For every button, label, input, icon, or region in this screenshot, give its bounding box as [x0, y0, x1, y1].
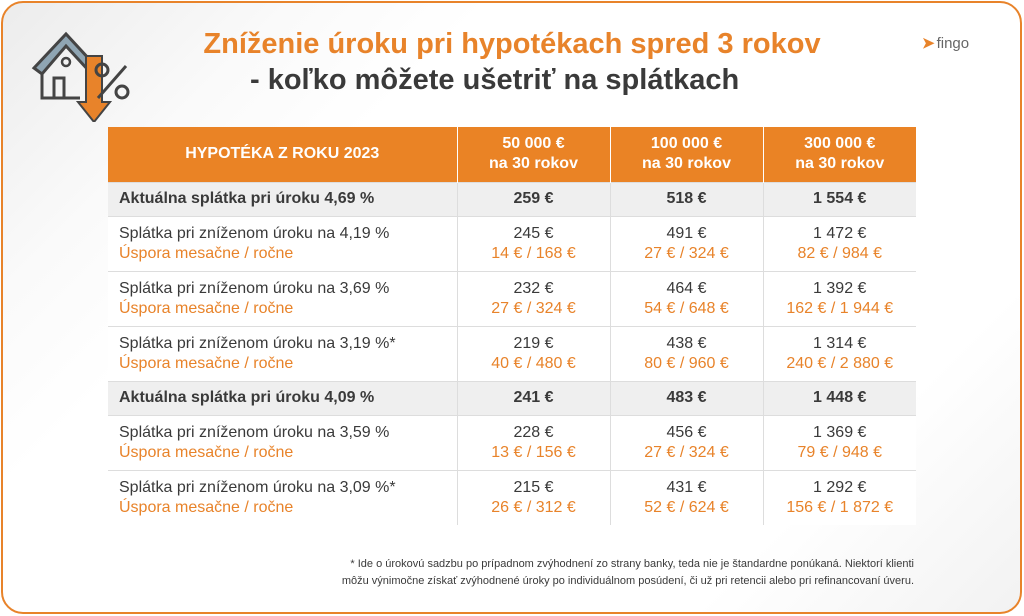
row-label: Splátka pri zníženom úroku na 3,69 % Úspo…: [108, 270, 457, 326]
savings-value: 27 € / 324 €: [491, 299, 576, 317]
table-row: Aktuálna splátka pri úroku 4,09 % 241 €48…: [108, 380, 916, 415]
row-value: 456 €27 € / 324 €: [609, 414, 763, 470]
mortgage-table: HYPOTÉKA Z ROKU 2023 50 000 € na 30 rokov…: [108, 127, 916, 525]
savings-value: 82 € / 984 €: [797, 244, 882, 262]
row-label: Splátka pri zníženom úroku na 4,19 % Úspo…: [108, 215, 457, 271]
row-value: 219 €40 € / 480 €: [456, 325, 610, 381]
table-row: Splátka pri zníženom úroku na 4,19 % Úspo…: [108, 215, 916, 271]
row-label: Splátka pri zníženom úroku na 3,09 %* Úsp…: [108, 469, 457, 525]
header-col2: 100 000 € na 30 rokov: [609, 127, 763, 182]
row-value: 215 €26 € / 312 €: [456, 469, 610, 525]
row-value: 1 554 €: [762, 181, 916, 216]
savings-label: Úspora mesačne / ročne: [119, 299, 294, 317]
savings-value: 80 € / 960 €: [644, 354, 729, 372]
table-row: Splátka pri zníženom úroku na 3,19 %* Úsp…: [108, 325, 916, 381]
row-label: Splátka pri zníženom úroku na 3,59 % Úspo…: [108, 414, 457, 470]
savings-value: 156 € / 1 872 €: [786, 498, 894, 516]
header-col1: 50 000 € na 30 rokov: [456, 127, 610, 182]
savings-value: 27 € / 324 €: [644, 244, 729, 262]
row-value: 464 €54 € / 648 €: [609, 270, 763, 326]
savings-value: 27 € / 324 €: [644, 443, 729, 461]
savings-value: 240 € / 2 880 €: [786, 354, 894, 372]
footnote: * Ide o úrokovú sadzbu po prípadnom zvýh…: [341, 558, 914, 587]
savings-value: 26 € / 312 €: [491, 498, 576, 516]
header-col0: HYPOTÉKA Z ROKU 2023: [108, 127, 457, 182]
row-value: 518 €: [609, 181, 763, 216]
title-line-2: - koľko môžete ušetriť na splátkach: [250, 64, 740, 96]
row-value: 438 €80 € / 960 €: [609, 325, 763, 381]
row-label: Splátka pri zníženom úroku na 3,19 %* Úsp…: [108, 325, 457, 381]
row-label: Aktuálna splátka pri úroku 4,69 %: [108, 181, 457, 216]
table-row: Splátka pri zníženom úroku na 3,69 % Úspo…: [108, 270, 916, 326]
row-value: 1 292 €156 € / 1 872 €: [762, 469, 916, 525]
savings-value: 14 € / 168 €: [491, 244, 576, 262]
row-value: 431 €52 € / 624 €: [609, 469, 763, 525]
table-header: HYPOTÉKA Z ROKU 2023 50 000 € na 30 rokov…: [108, 127, 916, 182]
savings-value: 54 € / 648 €: [644, 299, 729, 317]
logo-text: fingo: [936, 34, 970, 52]
table-row: Splátka pri zníženom úroku na 3,09 %* Úsp…: [108, 469, 916, 525]
row-value: 232 €27 € / 324 €: [456, 270, 610, 326]
title-line-1: Zníženie úroku pri hypotékach spred 3 ro…: [203, 28, 821, 60]
savings-value: 52 € / 624 €: [644, 498, 729, 516]
savings-value: 162 € / 1 944 €: [786, 299, 894, 317]
header-col3: 300 000 € na 30 rokov: [762, 127, 916, 182]
savings-value: 13 € / 156 €: [491, 443, 576, 461]
row-value: 483 €: [609, 380, 763, 415]
row-value: 1 472 €82 € / 984 €: [762, 215, 916, 271]
fingo-logo: ➤ fingo: [922, 34, 970, 53]
savings-label: Úspora mesačne / ročne: [119, 443, 294, 461]
row-value: 491 €27 € / 324 €: [609, 215, 763, 271]
house-percent-down-icon: [31, 31, 130, 122]
logo-arrow-icon: ➤: [922, 35, 935, 52]
table-row: Aktuálna splátka pri úroku 4,69 % 259 €51…: [108, 181, 916, 216]
savings-value: 40 € / 480 €: [491, 354, 576, 372]
row-value: 259 €: [456, 181, 610, 216]
row-value: 1 448 €: [762, 380, 916, 415]
savings-value: 79 € / 948 €: [797, 443, 882, 461]
row-value: 241 €: [456, 380, 610, 415]
row-value: 245 €14 € / 168 €: [456, 215, 610, 271]
savings-label: Úspora mesačne / ročne: [119, 498, 294, 516]
row-label: Aktuálna splátka pri úroku 4,09 %: [108, 380, 457, 415]
savings-label: Úspora mesačne / ročne: [119, 354, 294, 372]
row-value: 228 €13 € / 156 €: [456, 414, 610, 470]
row-value: 1 314 €240 € / 2 880 €: [762, 325, 916, 381]
savings-label: Úspora mesačne / ročne: [119, 244, 294, 262]
row-value: 1 392 €162 € / 1 944 €: [762, 270, 916, 326]
row-value: 1 369 €79 € / 948 €: [762, 414, 916, 470]
table-row: Splátka pri zníženom úroku na 3,59 % Úspo…: [108, 414, 916, 470]
